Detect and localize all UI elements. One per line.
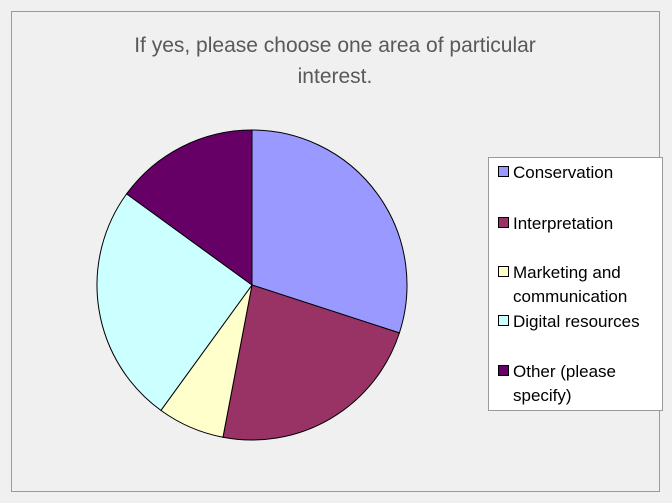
legend: Conservation Interpretation Marketing an…	[488, 157, 663, 411]
chart-title: If yes, please choose one area of partic…	[134, 34, 536, 88]
legend-swatch	[498, 315, 509, 326]
legend-label: Conservation	[513, 163, 614, 182]
legend-label: Digital resources	[513, 312, 640, 331]
legend-label: Other (please specify)	[513, 362, 616, 405]
legend-swatch	[498, 266, 509, 277]
legend-label: Interpretation	[513, 214, 614, 233]
pie-slice-conservation	[251, 129, 408, 334]
legend-swatch	[498, 217, 509, 228]
pie-slice-interpretation	[222, 284, 401, 441]
legend-swatch	[498, 365, 509, 376]
legend-swatch	[498, 166, 509, 177]
legend-label: Marketing and communication	[513, 263, 628, 306]
pie-slice-digital-resources	[96, 193, 253, 412]
pie-slice-other	[125, 129, 253, 286]
pie-slices	[96, 129, 408, 441]
